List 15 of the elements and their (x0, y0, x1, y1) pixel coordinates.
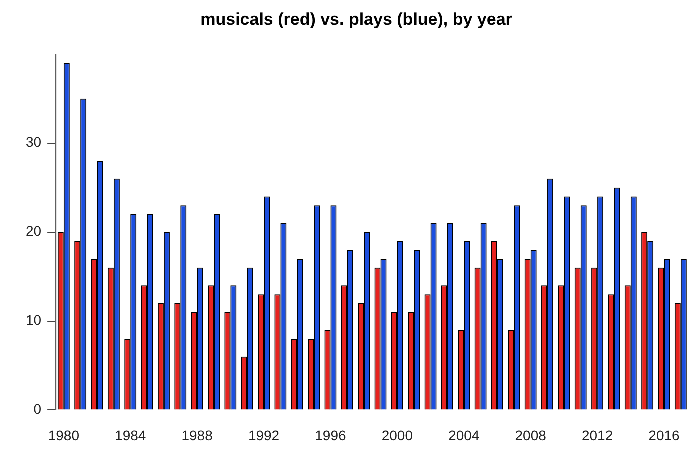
x-tick-label: 2000 (382, 427, 414, 444)
x-tick-label: 1992 (248, 427, 280, 444)
x-tick-label: 2012 (582, 427, 614, 444)
y-tick-label: 10 (26, 312, 42, 328)
x-tick-label: 1984 (115, 427, 146, 444)
x-tick-label: 2008 (515, 427, 547, 444)
y-tick-label: 0 (34, 401, 42, 418)
chart-title: musicals (red) vs. plays (blue), by year (200, 10, 513, 29)
x-tick-label: 1980 (48, 427, 80, 444)
x-tick-label: 1996 (315, 427, 347, 444)
x-tick-label: 2004 (448, 427, 480, 444)
y-tick-label: 30 (26, 134, 42, 150)
x-tick-label: 2016 (648, 427, 680, 444)
y-tick-label: 20 (26, 223, 42, 240)
x-tick-label: 1988 (182, 427, 214, 444)
